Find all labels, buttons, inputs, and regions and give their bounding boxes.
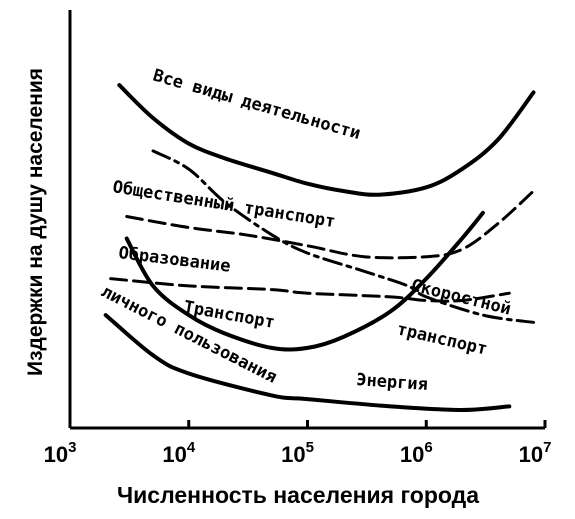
x-tick-label: 106 xyxy=(400,439,433,467)
label-energy: Энергия xyxy=(356,370,429,395)
series-line-0 xyxy=(117,83,536,197)
series-line-5 xyxy=(103,313,512,413)
label-education: Образование xyxy=(117,243,231,277)
x-tick-label: 105 xyxy=(281,439,314,467)
label-rapid-transit-1: Скоростной xyxy=(409,275,513,319)
label-all-activities: Все виды деятельности xyxy=(151,66,363,144)
series-line-3 xyxy=(151,149,535,324)
y-axis-label: Издержки на душу населения xyxy=(24,68,47,376)
x-tick-label: 107 xyxy=(519,439,552,467)
series-group xyxy=(103,83,536,413)
label-public-transport: Общественный транспорт xyxy=(111,177,337,232)
series-line-2 xyxy=(109,277,511,303)
x-tick-label: 104 xyxy=(162,439,195,467)
x-tick-label: 103 xyxy=(44,439,77,467)
series-line-4 xyxy=(124,210,485,352)
series-line-1 xyxy=(125,189,535,260)
label-rapid-transit-2: транспорт xyxy=(395,319,489,359)
x-axis-label: Численность населения города xyxy=(117,482,479,508)
